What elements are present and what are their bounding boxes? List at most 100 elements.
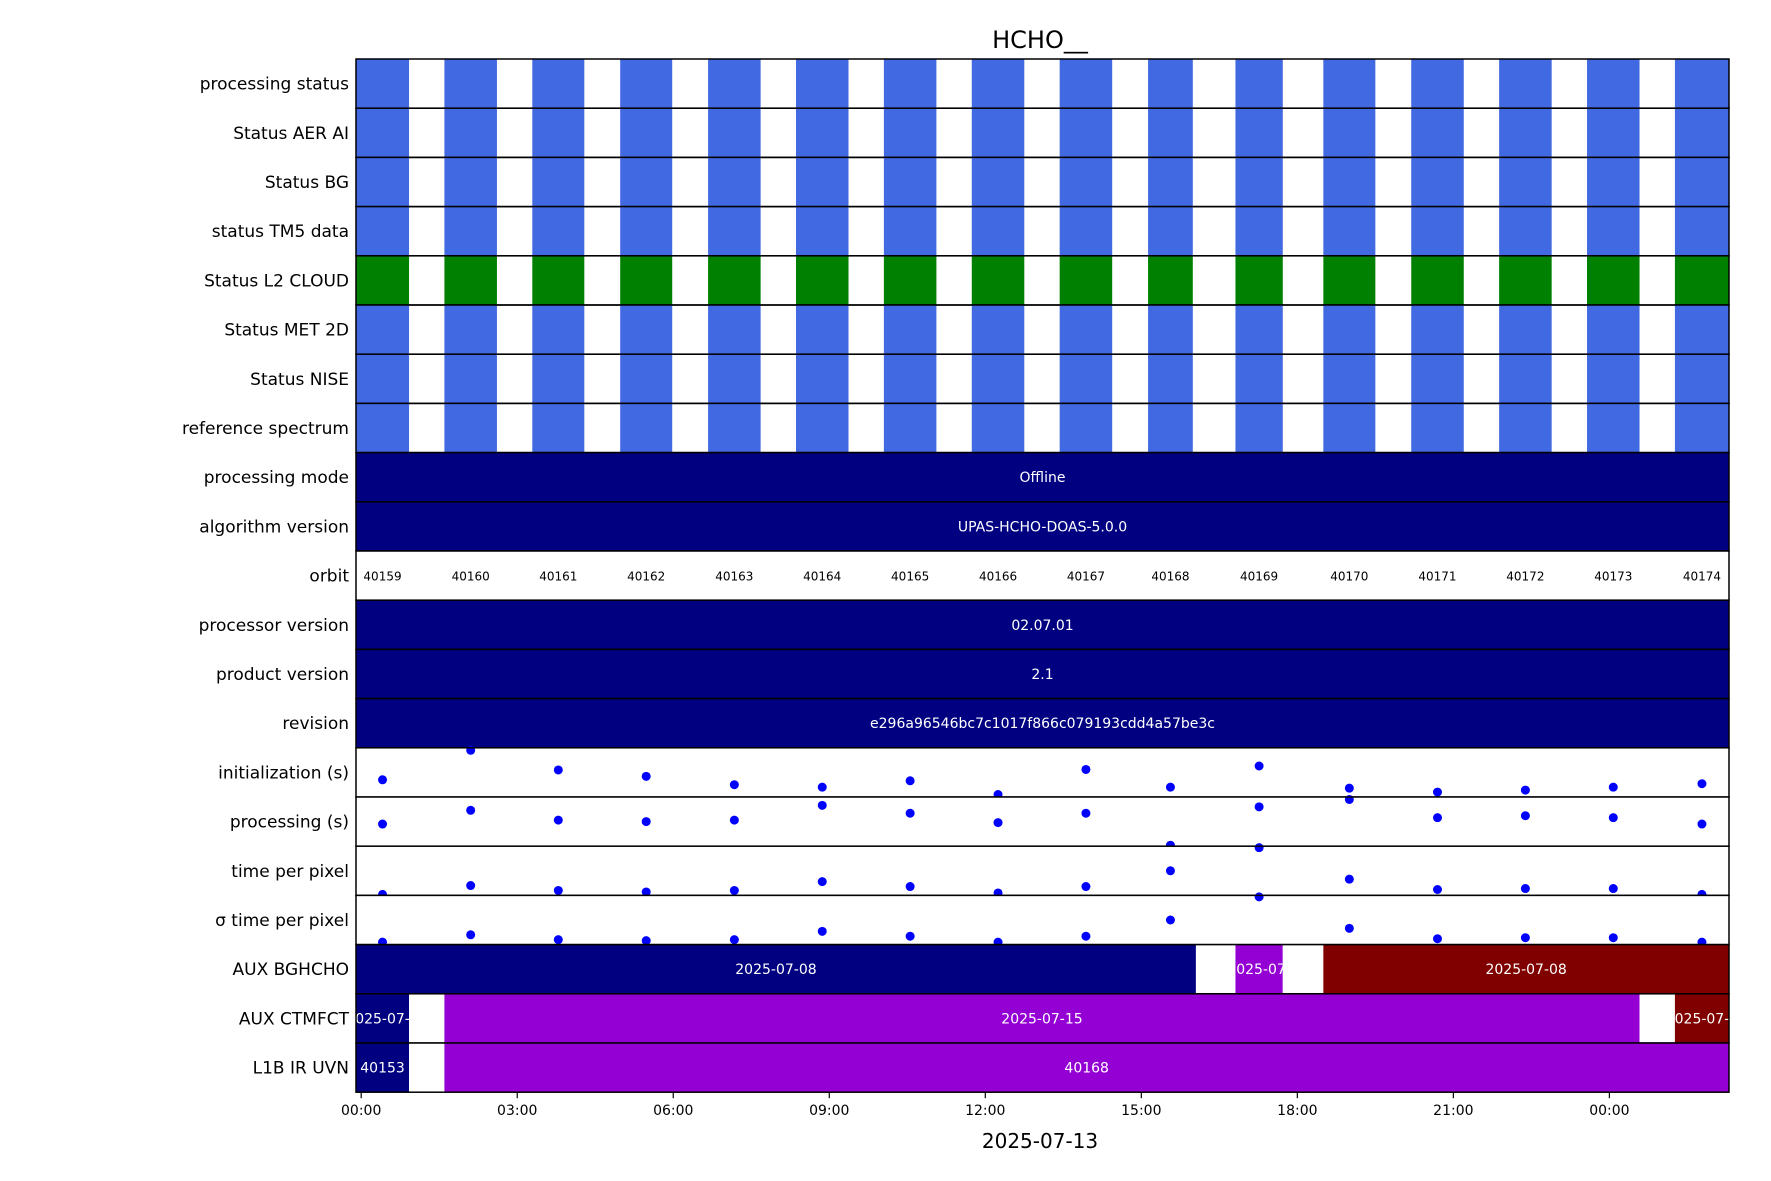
- status-bar: [1674, 354, 1729, 404]
- status-bar: [620, 255, 673, 305]
- status-bar: [1235, 206, 1283, 256]
- scatter-point: [1520, 811, 1530, 821]
- scatter-point: [641, 771, 651, 781]
- status-bar: [532, 206, 585, 256]
- status-bar: [356, 206, 410, 256]
- status-bar: [1499, 354, 1552, 404]
- scatter-point: [553, 765, 563, 775]
- status-bar: [1235, 157, 1283, 207]
- scatter-point: [1254, 843, 1264, 853]
- status-bar: [532, 157, 585, 207]
- row-label: AUX CTMFCT: [239, 1009, 350, 1029]
- orbit-label: 40165: [891, 570, 929, 584]
- status-bar: [1674, 255, 1729, 305]
- scatter-point: [1254, 802, 1264, 812]
- status-bar: [1323, 354, 1376, 404]
- scatter-point: [1520, 884, 1530, 894]
- status-bar: [1587, 305, 1640, 355]
- status-bar: [1411, 255, 1464, 305]
- status-bar: [1323, 59, 1376, 109]
- scatter-point: [1520, 785, 1530, 795]
- status-bar: [1323, 255, 1376, 305]
- scatter-bg: [356, 797, 1729, 847]
- scatter-bg: [356, 895, 1729, 945]
- chart-title: HCHO__: [992, 26, 1089, 54]
- bar-value-label: UPAS-HCHO-DOAS-5.0.0: [958, 519, 1127, 535]
- aux-segment: [356, 1043, 410, 1093]
- status-bar: [532, 59, 585, 109]
- status-bar: [444, 403, 497, 453]
- status-bar: [1148, 403, 1193, 453]
- bar-value-label: 2.1: [1031, 667, 1053, 683]
- status-bar: [1059, 108, 1113, 158]
- status-bar: [620, 354, 673, 404]
- status-bar: [1499, 157, 1552, 207]
- status-bar: [356, 157, 410, 207]
- status-bar: [1148, 108, 1193, 158]
- status-bar: [620, 157, 673, 207]
- row-label: orbit: [309, 567, 349, 587]
- x-axis-label: 2025-07-13: [982, 1129, 1098, 1153]
- scatter-point: [905, 882, 915, 892]
- row-label: status TM5 data: [212, 222, 349, 242]
- scatter-point: [1081, 808, 1091, 818]
- status-bar: [444, 59, 497, 109]
- status-bar: [1148, 206, 1193, 256]
- status-bar: [532, 305, 585, 355]
- row-label: initialization (s): [218, 763, 349, 783]
- orbit-label: 40164: [803, 570, 841, 584]
- status-bar: [1587, 157, 1640, 207]
- status-bar: [1059, 255, 1113, 305]
- aux-segment-label: 2025-07-1: [1666, 1011, 1738, 1027]
- row-label: reference spectrum: [182, 419, 349, 439]
- full-bar: [356, 649, 1729, 699]
- scatter-point: [553, 815, 563, 825]
- status-bar: [883, 354, 937, 404]
- status-bar: [444, 354, 497, 404]
- scatter-point: [553, 935, 563, 945]
- orbit-label: 40171: [1418, 570, 1456, 584]
- orbit-label: 40166: [979, 570, 1017, 584]
- status-bar: [1499, 255, 1552, 305]
- status-bar: [356, 108, 410, 158]
- orbit-label: 40163: [715, 570, 753, 584]
- status-bar: [1499, 206, 1552, 256]
- status-bar: [795, 354, 849, 404]
- orbit-bg: [356, 551, 1729, 601]
- x-tick-label: 06:00: [653, 1103, 693, 1119]
- status-bar: [1323, 403, 1376, 453]
- scatter-point: [905, 931, 915, 941]
- aux-segment-label: 2025-07-08: [1485, 962, 1566, 978]
- status-bar: [1587, 354, 1640, 404]
- status-bar: [1059, 157, 1113, 207]
- orbit-label: 40161: [539, 570, 577, 584]
- status-bar: [1059, 206, 1113, 256]
- scatter-point: [1081, 764, 1091, 774]
- status-bar: [1674, 59, 1729, 109]
- aux-segment: [356, 993, 410, 1043]
- status-bar: [795, 305, 849, 355]
- scatter-point: [466, 881, 476, 891]
- status-bar: [532, 403, 585, 453]
- aux-segment: [356, 944, 1196, 994]
- status-bar: [444, 108, 497, 158]
- full-bar: [356, 501, 1729, 551]
- status-bar: [1674, 403, 1729, 453]
- row-label: processing status: [200, 75, 349, 95]
- status-bar: [1411, 59, 1464, 109]
- row-label: time per pixel: [231, 862, 349, 882]
- scatter-bg: [356, 846, 1729, 896]
- status-bar: [620, 108, 673, 158]
- status-bar: [971, 403, 1025, 453]
- aux-segment: [409, 1043, 445, 1093]
- aux-segment-label: 2025-07-15: [1001, 1011, 1082, 1027]
- scatter-point: [1344, 923, 1354, 933]
- status-bar: [1411, 157, 1464, 207]
- aux-segment-label: 2025-07-1: [346, 1011, 418, 1027]
- status-bar: [1323, 206, 1376, 256]
- scatter-point: [1432, 934, 1442, 944]
- scatter-point: [1344, 783, 1354, 793]
- status-bar: [971, 354, 1025, 404]
- status-bar: [883, 157, 937, 207]
- x-tick-label: 21:00: [1433, 1103, 1473, 1119]
